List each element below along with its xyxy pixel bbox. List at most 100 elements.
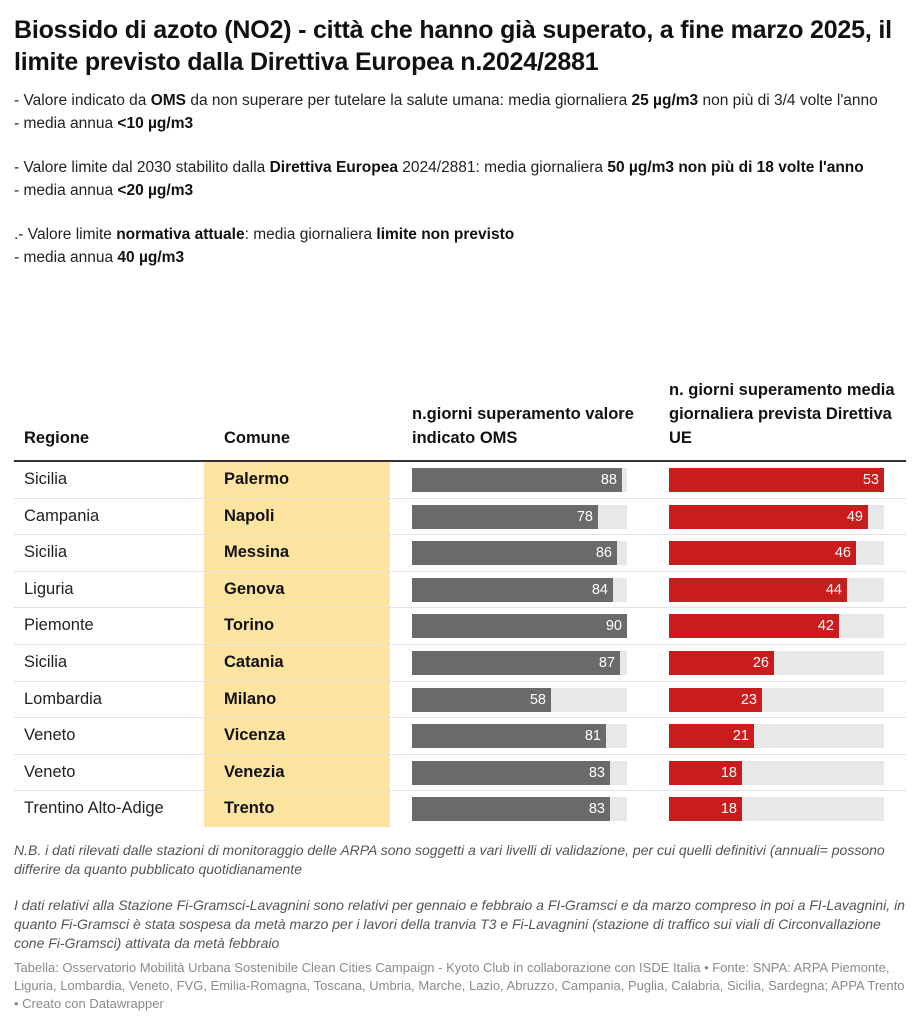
ue-bar-value: 18: [720, 801, 737, 818]
ue-bar-track: 42: [669, 614, 884, 639]
table-row: Veneto Vicenza 81 21: [14, 718, 906, 755]
table-row: Sicilia Palermo 88 53: [14, 462, 906, 499]
ue-bar-value: 26: [752, 654, 769, 671]
ue-bar-track: 44: [669, 577, 884, 602]
table-row: Sicilia Messina 86 46: [14, 535, 906, 572]
ue-bar-track: 18: [669, 797, 884, 822]
oms-bar-value: 78: [576, 508, 593, 525]
table-row: Trentino Alto-Adige Trento 83 18: [14, 791, 906, 827]
ue-bar: 49: [669, 504, 868, 529]
column-header-ue[interactable]: n. giorni superamento media giornaliera …: [669, 381, 895, 447]
ue-bar-value: 18: [720, 764, 737, 781]
cell-comune: Venezia: [204, 754, 390, 791]
oms-bar: 87: [412, 650, 620, 675]
ue-bar-value: 49: [846, 508, 863, 525]
cell-comune: Milano: [204, 681, 390, 718]
oms-bar: 88: [412, 468, 622, 492]
oms-bar: 78: [412, 504, 598, 529]
oms-bar-value: 86: [595, 545, 612, 562]
oms-bar-track: 83: [412, 797, 627, 822]
oms-bar-track: 86: [412, 541, 627, 566]
cell-comune: Palermo: [204, 462, 390, 498]
table-body: Sicilia Palermo 88 53 Campania Napoli 78 49 Sici…: [14, 462, 906, 827]
ue-bar-value: 42: [817, 618, 834, 635]
ue-bar: 18: [669, 797, 742, 822]
table-row: Veneto Venezia 83 18: [14, 754, 906, 792]
cell-regione: Lombardia: [24, 689, 102, 708]
cell-regione: Veneto: [24, 762, 76, 781]
column-header-oms[interactable]: n.giorni superamento valore indicato OMS: [412, 405, 634, 447]
oms-bar-track: 58: [412, 687, 627, 712]
oms-bar: 84: [412, 577, 613, 602]
cell-regione: Sicilia: [24, 470, 68, 488]
oms-bar-value: 81: [584, 728, 601, 745]
table-header: Regione Comune n.giorni superamento valo…: [14, 372, 906, 462]
oms-bar-track: 88: [412, 468, 627, 492]
notes: N.B. i dati rilevati dalle stazioni di m…: [14, 841, 906, 953]
oms-bar-track: 90: [412, 614, 627, 639]
oms-bar-value: 90: [605, 618, 622, 635]
ue-bar-value: 23: [740, 691, 757, 708]
cell-regione: Piemonte: [24, 616, 94, 635]
ue-bar-track: 21: [669, 724, 884, 749]
cell-comune: Messina: [204, 535, 390, 571]
table-row: Piemonte Torino 90 42: [14, 608, 906, 645]
oms-bar: 81: [412, 724, 606, 749]
ue-bar: 46: [669, 541, 856, 566]
ue-bar: 23: [669, 687, 762, 712]
data-table: Regione Comune n.giorni superamento valo…: [14, 372, 906, 827]
source-footer: Tabella: Osservatorio Mobilità Urbana So…: [14, 960, 905, 1011]
ue-bar: 26: [669, 650, 774, 675]
cell-regione: Liguria: [24, 579, 74, 598]
ue-bar-value: 21: [732, 728, 749, 745]
table-row: Sicilia Catania 87 26: [14, 644, 906, 682]
ue-bar-track: 26: [669, 650, 884, 675]
oms-bar: 58: [412, 687, 551, 712]
column-header-regione[interactable]: Regione: [24, 429, 90, 447]
cell-regione: Campania: [24, 506, 100, 525]
ue-bar: 44: [669, 577, 847, 602]
oms-description: - Valore indicato da OMS da non superare…: [14, 92, 878, 109]
cell-regione: Veneto: [24, 726, 76, 745]
ue-bar-value: 53: [862, 472, 879, 488]
table-row: Campania Napoli 78 49: [14, 498, 906, 536]
oms-bar-track: 84: [412, 577, 627, 602]
note-nb: N.B. i dati rilevati dalle stazioni di m…: [14, 842, 885, 877]
ue-bar-value: 44: [825, 581, 842, 598]
column-header-comune[interactable]: Comune: [224, 429, 290, 447]
oms-bar-value: 83: [588, 801, 605, 818]
ue-bar-track: 53: [669, 468, 884, 492]
oms-annual: - media annua <10 µg/m3: [14, 114, 194, 132]
ue-bar-track: 49: [669, 504, 884, 529]
oms-bar-value: 58: [529, 691, 546, 708]
oms-bar-track: 83: [412, 760, 627, 785]
oms-bar: 86: [412, 541, 617, 566]
ue-bar: 42: [669, 614, 839, 639]
oms-bar: 83: [412, 760, 610, 785]
oms-bar-track: 87: [412, 650, 627, 675]
cell-comune: Napoli: [204, 498, 390, 535]
ue-bar-track: 18: [669, 760, 884, 785]
current-description: .- Valore limite normativa attuale: medi…: [14, 226, 515, 243]
oms-bar-value: 84: [591, 581, 608, 598]
cell-regione: Sicilia: [24, 543, 68, 562]
cell-regione: Sicilia: [24, 652, 68, 671]
description: - Valore indicato da OMS da non superare…: [14, 90, 906, 269]
ue-annual: - media annua <20 µg/m3: [14, 181, 194, 199]
cell-comune: Catania: [204, 644, 390, 681]
cell-comune: Torino: [204, 608, 390, 644]
oms-bar-value: 83: [588, 764, 605, 781]
cell-comune: Vicenza: [204, 718, 390, 754]
cell-comune: Trento: [204, 791, 390, 827]
ue-bar: 53: [669, 468, 884, 492]
ue-bar-value: 46: [834, 545, 851, 562]
ue-bar-track: 23: [669, 687, 884, 712]
chart-title: Biossido di azoto (NO2) - città che hann…: [14, 16, 892, 76]
oms-bar-track: 78: [412, 504, 627, 529]
ue-description: - Valore limite dal 2030 stabilito dalla…: [14, 159, 864, 176]
oms-bar-value: 87: [598, 654, 615, 671]
ue-bar-track: 46: [669, 541, 884, 566]
oms-bar-value: 88: [600, 472, 617, 488]
oms-bar: 90: [412, 614, 627, 639]
current-annual: - media annua 40 µg/m3: [14, 248, 185, 266]
